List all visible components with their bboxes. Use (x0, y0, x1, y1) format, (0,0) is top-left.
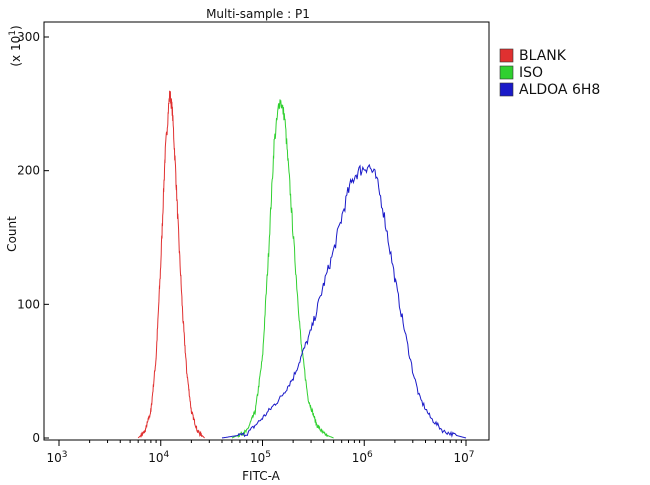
x-tick-base: 10 (148, 451, 163, 465)
y-axis: 0 100 200 300 (17, 30, 49, 445)
x-tick-label: 107 (453, 450, 474, 465)
x-tick-exponent: 6 (367, 450, 373, 460)
legend-swatch (499, 65, 514, 80)
x-tick-base: 10 (46, 451, 61, 465)
y-multiplier-exponent: 1 (8, 30, 18, 36)
x-axis-title: FITC-A (242, 469, 281, 483)
series-layer (137, 90, 467, 439)
x-tick-exponent: 7 (469, 450, 475, 460)
y-tick-label: 300 (17, 30, 40, 44)
x-tick-label: 103 (46, 450, 67, 465)
y-tick-label: 100 (17, 297, 40, 311)
series-line-aldoa-6h8 (221, 163, 467, 439)
legend-label: ISO (519, 65, 543, 81)
x-tick-label: 104 (148, 450, 169, 465)
x-tick-exponent: 5 (265, 450, 271, 460)
y-axis-title: Count (5, 216, 19, 252)
y-tick-label: 0 (32, 431, 40, 445)
legend-swatch (499, 82, 514, 97)
y-multiplier-suffix: ) (9, 25, 23, 30)
x-tick-label: 105 (250, 450, 271, 465)
series-line-blank (137, 90, 205, 439)
x-tick-base: 10 (250, 451, 265, 465)
x-tick-exponent: 4 (164, 450, 170, 460)
legend-label: ALDOA 6H8 (519, 82, 600, 98)
series-line-iso (231, 99, 334, 439)
x-tick-base: 10 (453, 451, 468, 465)
y-tick-label: 200 (17, 164, 40, 178)
y-multiplier-label: (x 101) (8, 25, 23, 66)
legend-swatch (499, 48, 514, 63)
x-axis: 103 104 105 106 107 (46, 440, 475, 465)
x-tick-label: 106 (352, 450, 373, 465)
chart-title: Multi-sample : P1 (206, 7, 310, 21)
legend-label: BLANK (519, 48, 567, 64)
x-tick-exponent: 3 (62, 450, 68, 460)
y-multiplier-prefix: (x 10 (9, 36, 23, 67)
x-tick-base: 10 (352, 451, 367, 465)
plot-frame (43, 21, 490, 441)
